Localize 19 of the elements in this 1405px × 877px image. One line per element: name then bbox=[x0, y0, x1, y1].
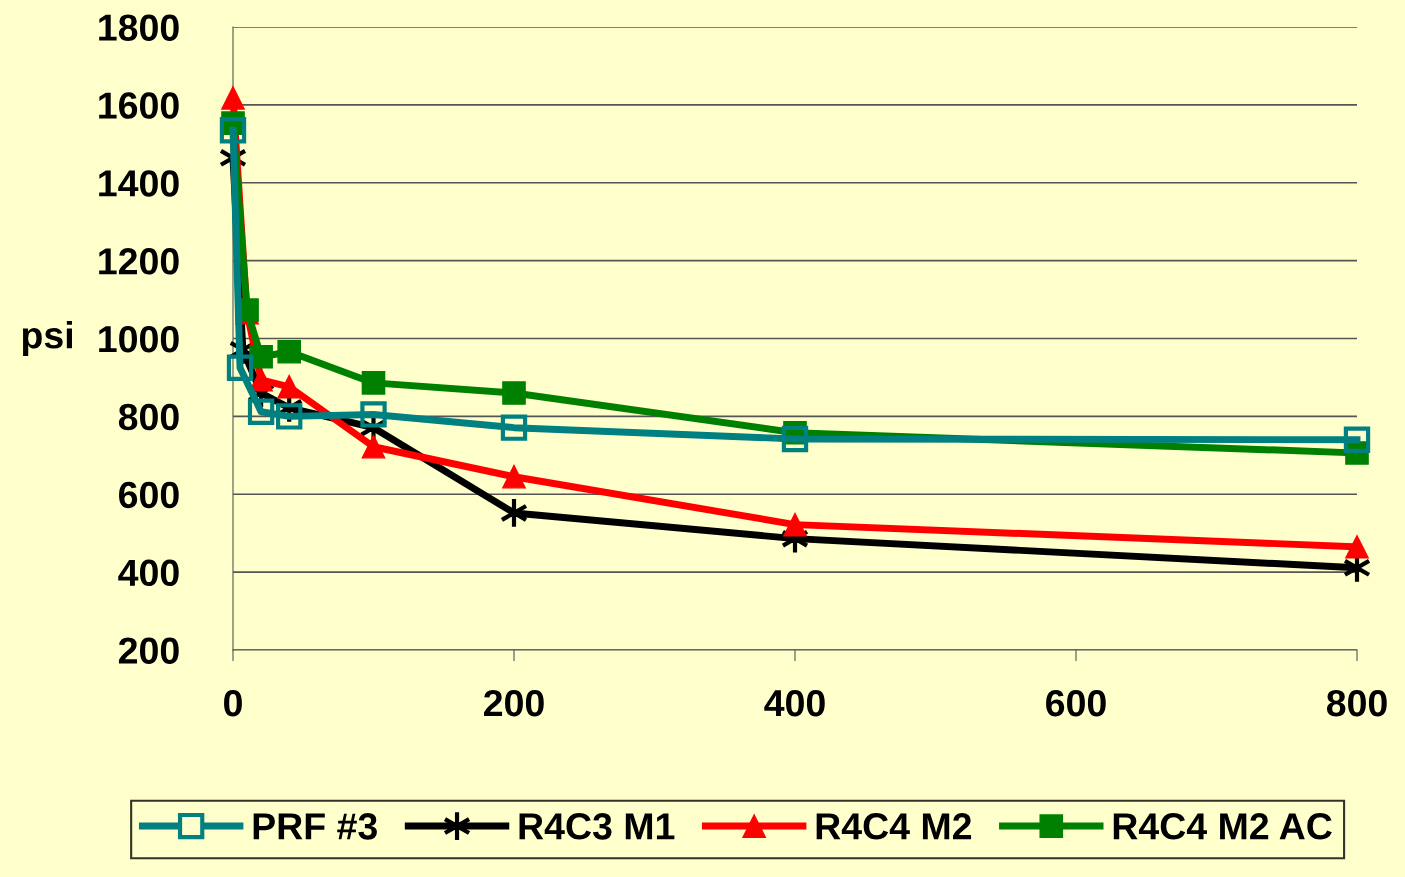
x-tick-label: 0 bbox=[224, 689, 242, 717]
y-tick-label: 200 bbox=[118, 637, 179, 664]
y-tick-label: 400 bbox=[118, 559, 179, 587]
y-tick-label: 1000 bbox=[99, 325, 179, 353]
y-tick-label: 600 bbox=[119, 481, 179, 509]
y-tick-label: 1600 bbox=[99, 92, 179, 119]
y-tick-label: 800 bbox=[118, 403, 179, 431]
x-tick-label: 600 bbox=[1046, 689, 1106, 717]
y-tick-label: 1200 bbox=[99, 248, 179, 275]
legend-label: R4C4 M2 AC bbox=[1113, 813, 1332, 840]
legend-label: R4C3 M1 bbox=[519, 813, 675, 840]
y-tick-label: 1400 bbox=[99, 170, 179, 197]
y-tick-label: 1800 bbox=[99, 14, 179, 41]
y-axis-title: psi bbox=[22, 321, 72, 356]
x-tick-label: 400 bbox=[764, 689, 825, 717]
x-tick-label: 800 bbox=[1326, 689, 1387, 717]
legend-label: R4C4 M2 bbox=[816, 813, 972, 840]
legend-label: PRF #3 bbox=[253, 813, 377, 840]
x-tick-label: 200 bbox=[484, 689, 544, 717]
